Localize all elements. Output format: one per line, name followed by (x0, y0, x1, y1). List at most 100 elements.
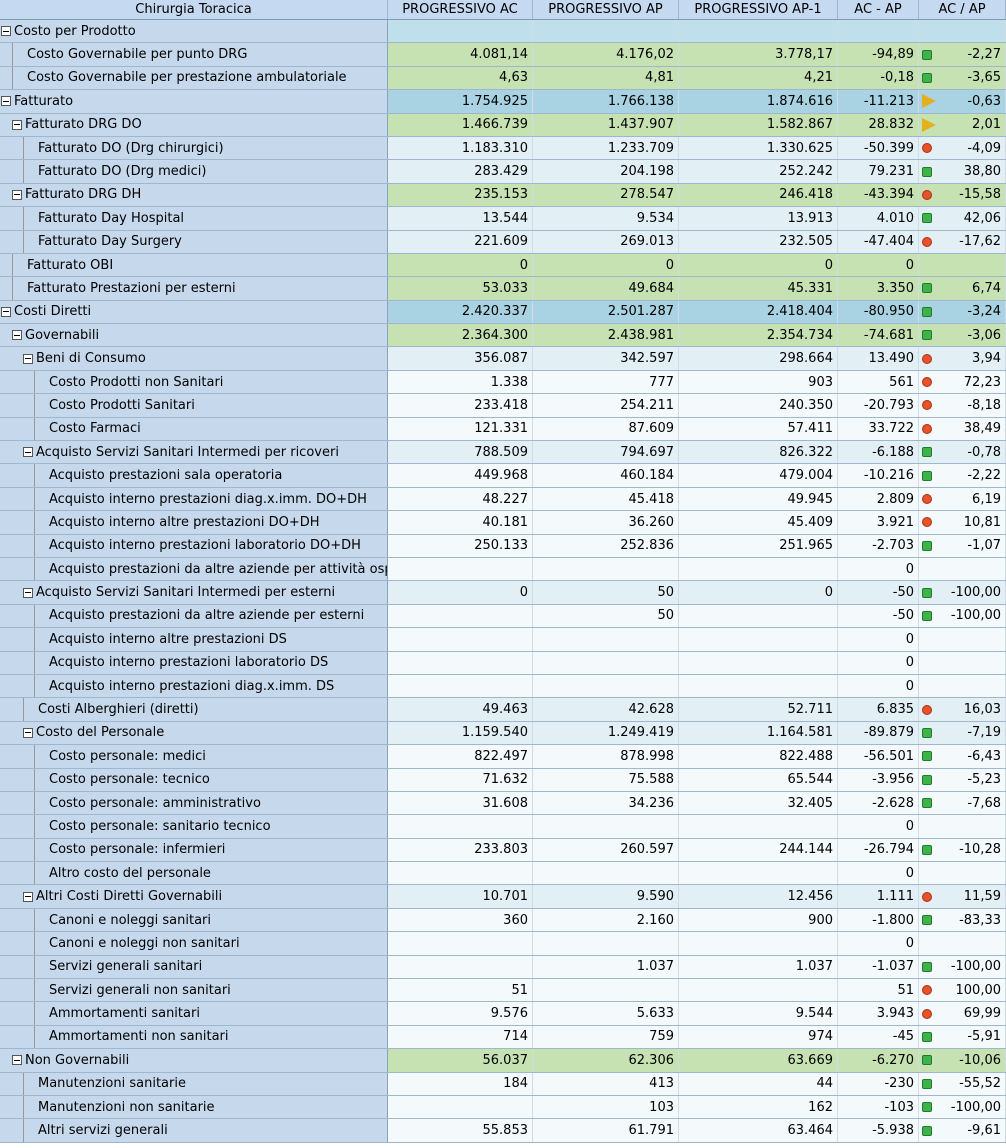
tree-connector (23, 1119, 35, 1142)
value-text: 356.087 (474, 351, 528, 367)
value-text: 9.534 (636, 210, 674, 226)
value-cell: 63.464 (679, 1119, 838, 1142)
value-cell: 1.466.739 (388, 113, 533, 136)
value-cell: 479.004 (679, 464, 838, 487)
value-cell: -100,00 (919, 955, 1006, 979)
status-indicator (922, 166, 932, 177)
value-cell: -6,43 (919, 745, 1006, 768)
value-cell: -15,58 (919, 183, 1006, 207)
value-cell (388, 557, 533, 581)
value-cell: 71.632 (388, 768, 533, 791)
value-text: 878.998 (620, 748, 674, 764)
value-cell: 822.497 (388, 745, 533, 768)
value-cell: 278.547 (533, 183, 679, 207)
collapse-toggle[interactable] (12, 189, 22, 200)
row-label: Beni di Consumo (36, 351, 146, 367)
value-cell: 75.588 (533, 768, 679, 791)
value-cell: 13.913 (679, 207, 838, 230)
table-row: Acquisto interno prestazioni laboratorio… (0, 651, 1006, 675)
status-indicator (922, 891, 932, 902)
value-cell: 269.013 (533, 230, 679, 253)
value-cell: 38,80 (919, 160, 1006, 183)
value-cell: 2.418.404 (679, 300, 838, 324)
value-text: -2.703 (872, 538, 914, 554)
row-label-cell: Costo personale: infermieri (0, 838, 388, 862)
value-cell (919, 815, 1006, 838)
column-header: AC - AP (838, 0, 919, 19)
row-label-cell: Ammortamenti sanitari (0, 1002, 388, 1025)
value-text: 13.544 (482, 210, 529, 226)
row-label-cell: Fatturato Prestazioni per esterni (0, 277, 388, 300)
value-cell: -5,23 (919, 768, 1006, 791)
value-text: 3.778,17 (775, 47, 833, 63)
table-row: Altro costo del personale 0 (0, 862, 1006, 886)
table-row: Acquisto interno prestazioni diag.x.imm.… (0, 487, 1006, 512)
value-cell: -11.213 (838, 90, 919, 113)
value-cell (919, 674, 1006, 698)
value-text: 53.033 (482, 280, 529, 296)
value-text: -100,00 (950, 1099, 1001, 1115)
collapse-toggle[interactable] (23, 447, 33, 458)
value-cell: -10.216 (838, 464, 919, 487)
collapse-toggle[interactable] (23, 587, 33, 598)
value-text: 49.463 (482, 702, 529, 718)
status-indicator (922, 49, 932, 60)
row-label: Acquisto interno altre prestazioni DO+DH (49, 514, 320, 530)
value-text: 6.835 (876, 702, 914, 718)
value-cell: 72,23 (919, 370, 1006, 394)
status-indicator (922, 774, 932, 785)
collapse-toggle[interactable] (12, 330, 22, 341)
value-text: -5,91 (967, 1029, 1001, 1045)
collapse-toggle[interactable] (12, 119, 22, 130)
table-row: Costo per Prodotto (0, 20, 1006, 44)
value-text: -1.037 (872, 959, 914, 975)
status-indicator (922, 189, 932, 200)
status-indicator (922, 915, 932, 926)
value-cell: 260.597 (533, 838, 679, 862)
collapse-toggle[interactable] (23, 353, 33, 364)
value-text: 0 (905, 561, 914, 577)
value-cell: 235.153 (388, 183, 533, 207)
value-text: 0 (905, 631, 914, 647)
value-text: 254.211 (620, 397, 674, 413)
value-cell: -7,68 (919, 791, 1006, 815)
row-label: Costo per Prodotto (14, 23, 136, 39)
value-text: -2.628 (872, 795, 914, 811)
value-cell (388, 651, 533, 674)
value-text: 232.505 (779, 234, 833, 250)
value-cell (919, 651, 1006, 674)
collapse-toggle[interactable] (23, 891, 33, 902)
tree-connector (34, 768, 46, 791)
value-text: -83,33 (959, 912, 1001, 928)
row-label: Costo Governabile per prestazione ambula… (27, 70, 347, 86)
row-label-cell: Manutenzioni non sanitarie (0, 1095, 388, 1119)
value-cell: 3.943 (838, 1002, 919, 1025)
value-text: 903 (808, 374, 833, 390)
value-text: 87.609 (628, 421, 675, 437)
value-text: 9.544 (795, 1006, 833, 1022)
value-text: -2,27 (967, 47, 1001, 63)
tree-connector (23, 1095, 35, 1119)
row-label: Acquisto interno prestazioni laboratorio… (49, 538, 361, 554)
value-cell: 63.669 (679, 1049, 838, 1072)
value-cell: 53.033 (388, 277, 533, 300)
collapse-toggle[interactable] (1, 96, 11, 107)
status-indicator (922, 1055, 932, 1066)
value-text: 28.832 (868, 117, 915, 133)
value-text: 36.260 (628, 514, 675, 530)
value-cell: 283.429 (388, 160, 533, 183)
value-cell: 356.087 (388, 347, 533, 370)
collapse-toggle[interactable] (23, 727, 33, 738)
value-cell: -0,63 (919, 90, 1006, 113)
row-label-cell: Fatturato Day Hospital (0, 207, 388, 230)
value-text: 4,21 (804, 70, 833, 86)
value-text: 2.418.404 (766, 304, 833, 320)
value-text: 162 (808, 1099, 833, 1115)
collapse-toggle[interactable] (1, 26, 11, 37)
status-indicator (922, 517, 932, 528)
value-text: -56.501 (863, 748, 914, 764)
collapse-toggle[interactable] (1, 306, 11, 317)
collapse-toggle[interactable] (12, 1055, 22, 1066)
value-text: 0 (665, 257, 674, 273)
row-label: Altro costo del personale (49, 865, 211, 881)
